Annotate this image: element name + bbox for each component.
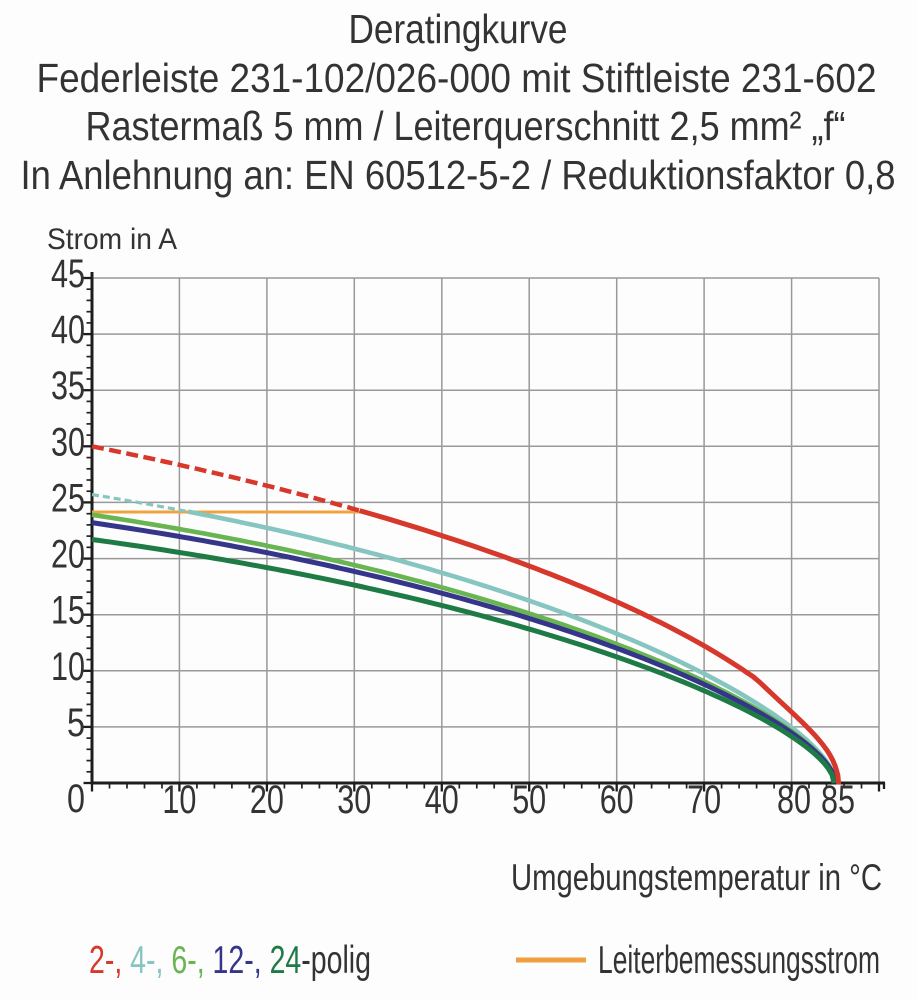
svg-text:25: 25: [51, 476, 85, 520]
svg-text:30: 30: [51, 420, 85, 464]
svg-text:In Anlehnung an: EN 60512-5-2: In Anlehnung an: EN 60512-5-2 / Reduktio…: [21, 152, 896, 198]
svg-text:70: 70: [687, 778, 721, 822]
svg-text:60: 60: [600, 778, 634, 822]
svg-text:10: 10: [51, 645, 85, 689]
svg-text:15: 15: [51, 589, 85, 633]
svg-text:Umgebungstemperatur in °C: Umgebungstemperatur in °C: [511, 857, 882, 898]
svg-text:45: 45: [51, 252, 85, 296]
svg-text:40: 40: [425, 778, 459, 822]
svg-text:85: 85: [821, 778, 855, 822]
svg-text:40: 40: [51, 308, 85, 352]
svg-text:30: 30: [337, 778, 371, 822]
svg-text:50: 50: [512, 778, 546, 822]
svg-text:0: 0: [67, 777, 85, 821]
svg-text:10: 10: [162, 778, 196, 822]
svg-text:Leiterbemessungsstrom: Leiterbemessungsstrom: [598, 939, 880, 982]
svg-text:Deratingkurve: Deratingkurve: [349, 6, 568, 52]
svg-text:20: 20: [51, 533, 85, 577]
svg-text:35: 35: [51, 364, 85, 408]
svg-text:Federleiste 231-102/026-000 mi: Federleiste 231-102/026-000 mit Stiftlei…: [37, 55, 877, 101]
svg-text:20: 20: [250, 778, 284, 822]
svg-text:Strom in A: Strom in A: [47, 223, 177, 256]
svg-text:5: 5: [67, 701, 85, 745]
svg-text:Rastermaß 5 mm / Leiterquersch: Rastermaß 5 mm / Leiterquerschnitt 2,5 m…: [86, 103, 846, 149]
svg-text:80: 80: [777, 778, 811, 822]
svg-text:2-, 4-, 6-, 12-, 24-polig: 2-, 4-, 6-, 12-, 24-polig: [89, 939, 371, 982]
